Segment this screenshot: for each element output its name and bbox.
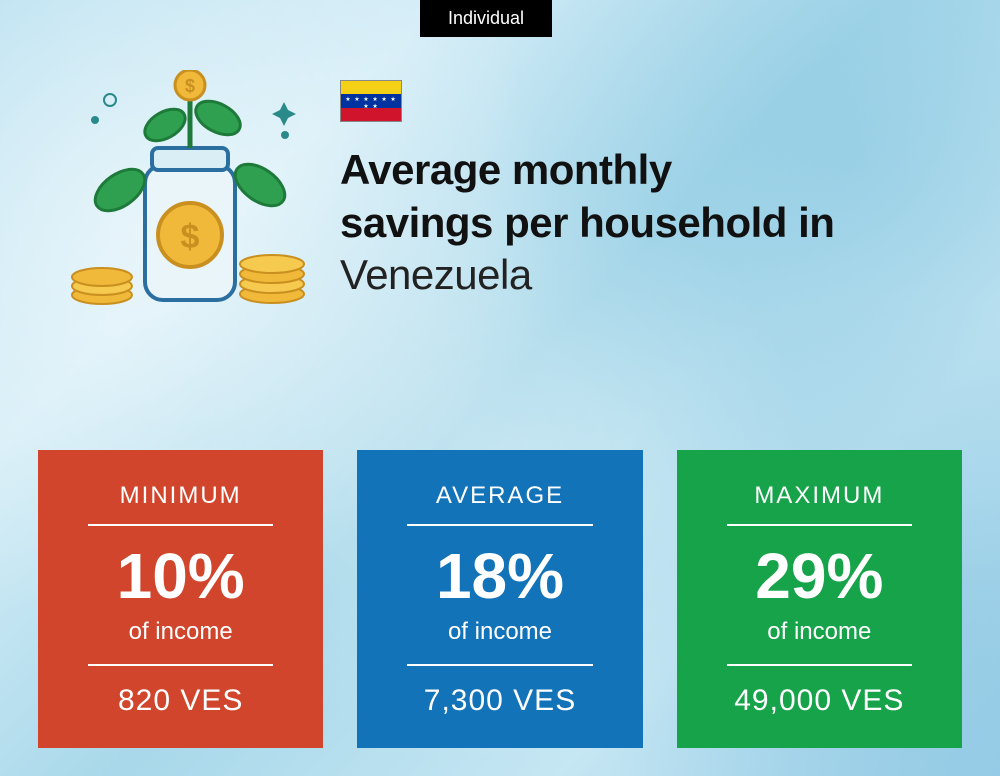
sparkle-icon <box>91 116 99 124</box>
sparkle-icon <box>104 94 116 106</box>
stat-cards-row: MINIMUM 10% of income 820 VES AVERAGE 18… <box>38 450 962 748</box>
card-label: MAXIMUM <box>701 482 938 510</box>
title-line-2: savings per household in <box>340 199 834 246</box>
coin-stack-right-icon <box>240 255 304 303</box>
card-label: MINIMUM <box>62 482 299 510</box>
svg-text:$: $ <box>181 218 200 256</box>
card-subtext: of income <box>701 618 938 646</box>
title-line-1: Average monthly <box>340 146 672 193</box>
sparkle-icon <box>272 102 296 126</box>
card-amount: 7,300 VES <box>381 684 618 718</box>
savings-jar-illustration: $ $ <box>60 70 310 320</box>
svg-text:$: $ <box>185 76 195 96</box>
card-label: AVERAGE <box>381 482 618 510</box>
stat-card-maximum: MAXIMUM 29% of income 49,000 VES <box>677 450 962 748</box>
card-subtext: of income <box>381 618 618 646</box>
title-block: ★ ★ ★ ★ ★ ★ ★ ★ Average monthly savings … <box>340 70 834 302</box>
flag-stripe: ★ ★ ★ ★ ★ ★ ★ ★ <box>341 94 401 107</box>
divider <box>727 664 912 666</box>
stat-card-average: AVERAGE 18% of income 7,300 VES <box>357 450 642 748</box>
stat-card-minimum: MINIMUM 10% of income 820 VES <box>38 450 323 748</box>
flag-stripe <box>341 81 401 94</box>
divider <box>88 664 273 666</box>
divider <box>407 664 592 666</box>
card-percent: 29% <box>701 544 938 608</box>
page-title: Average monthly savings per household in… <box>340 144 834 302</box>
card-percent: 18% <box>381 544 618 608</box>
title-country: Venezuela <box>340 251 532 298</box>
category-tab: Individual <box>420 0 552 37</box>
card-subtext: of income <box>62 618 299 646</box>
venezuela-flag-icon: ★ ★ ★ ★ ★ ★ ★ ★ <box>340 80 402 122</box>
coin-stack-left-icon <box>72 268 132 304</box>
flag-stripe <box>341 108 401 121</box>
divider <box>727 524 912 526</box>
sparkle-icon <box>281 131 289 139</box>
divider <box>407 524 592 526</box>
card-percent: 10% <box>62 544 299 608</box>
card-amount: 820 VES <box>62 684 299 718</box>
divider <box>88 524 273 526</box>
jar-icon: $ <box>145 148 235 300</box>
card-amount: 49,000 VES <box>701 684 938 718</box>
hero-section: $ $ ★ ★ ★ ★ ★ ★ ★ ★ <box>60 70 960 320</box>
